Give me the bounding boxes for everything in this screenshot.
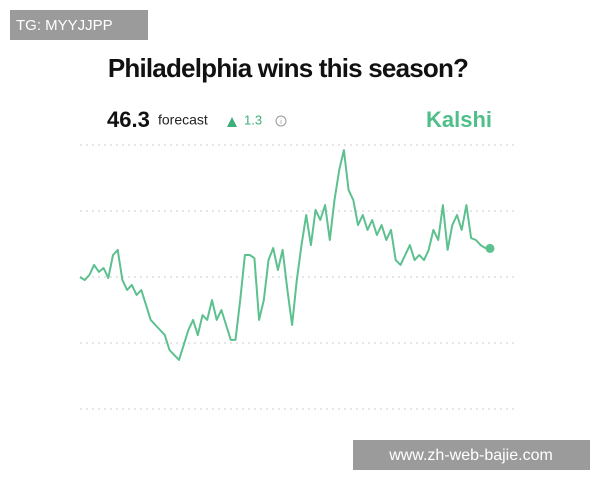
forecast-label: forecast (158, 112, 208, 128)
end-point (485, 243, 495, 253)
forecast-value: 46.3 (107, 107, 150, 132)
watermark-box (10, 10, 148, 40)
info-icon-glyph: i (280, 119, 282, 126)
data-line (79, 149, 491, 361)
plot (79, 144, 516, 410)
up-arrow-icon (227, 117, 237, 127)
chart-title: Philadelphia wins this season? (108, 53, 468, 83)
brand-logo: Kalshi (426, 107, 492, 132)
watermark-box (353, 440, 590, 470)
watermark: www.zh-web-bajie.com (388, 447, 553, 464)
watermark: TG: MYYJJPP (16, 17, 113, 34)
info-icon (275, 115, 287, 127)
change-value: 1.3 (244, 112, 262, 127)
